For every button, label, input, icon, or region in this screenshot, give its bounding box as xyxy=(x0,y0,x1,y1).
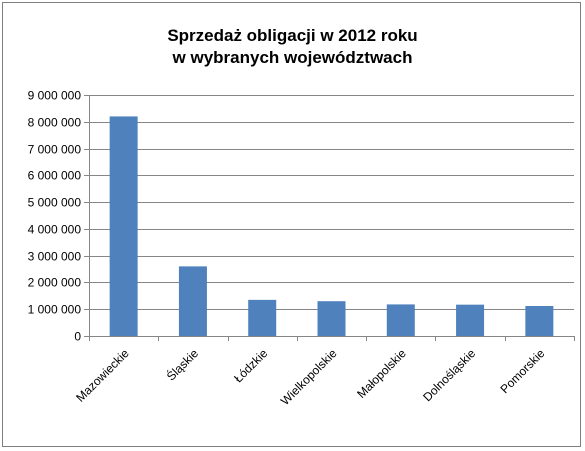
x-tick-label: Małopolskie xyxy=(354,346,409,401)
y-tick-label: 7 000 000 xyxy=(28,143,82,157)
bar-pomorskie xyxy=(525,306,554,336)
y-tick-label: 8 000 000 xyxy=(28,116,82,130)
y-tick-label: 0 xyxy=(74,330,81,344)
bar-małopolskie xyxy=(386,304,415,336)
bar-dolnośląskie xyxy=(456,304,485,336)
chart-title-line-2: w wybranych województwach xyxy=(172,48,413,67)
bar-chart: 0 1 000 000 2 000 000 3 000 000 4 000 000 5 0… xyxy=(28,89,575,408)
x-tick-label: Łódzkie xyxy=(231,346,270,385)
chart-title-line-1: Sprzedaż obligacji w 2012 roku xyxy=(167,26,418,45)
chart-frame: Sprzedaż obligacji w 2012 roku w wybrany… xyxy=(2,2,581,447)
y-tick-label: 9 000 000 xyxy=(28,89,82,103)
y-tick-label: 4 000 000 xyxy=(28,223,82,237)
x-tick-label: Mazowieckie xyxy=(73,346,132,405)
y-tick-label: 6 000 000 xyxy=(28,169,82,183)
y-tick-label: 2 000 000 xyxy=(28,276,82,290)
y-tick-label: 1 000 000 xyxy=(28,303,82,317)
bar-łódzkie xyxy=(248,299,277,336)
y-tick-label: 3 000 000 xyxy=(28,250,82,264)
y-axis-tick-labels: 0 1 000 000 2 000 000 3 000 000 4 000 000 5 0… xyxy=(28,89,82,344)
x-tick-label: Pomorskie xyxy=(497,346,547,396)
bar-mazowieckie xyxy=(109,116,138,336)
x-axis-tick-labels: Mazowieckie Śląskie Łódzkie Wielkopolskie Ma… xyxy=(73,345,547,408)
bars xyxy=(109,116,554,336)
bar-śląskie xyxy=(178,266,207,336)
gridlines xyxy=(89,95,574,310)
x-tick-label: Wielkopolskie xyxy=(278,346,340,408)
axes xyxy=(84,95,575,341)
y-tick-label: 5 000 000 xyxy=(28,196,82,210)
x-tick-label: Śląskie xyxy=(163,345,201,383)
chart-title: Sprzedaż obligacji w 2012 roku w wybrany… xyxy=(3,25,582,69)
x-tick-label: Dolnośląskie xyxy=(420,346,478,404)
bar-wielkopolskie xyxy=(317,301,346,336)
